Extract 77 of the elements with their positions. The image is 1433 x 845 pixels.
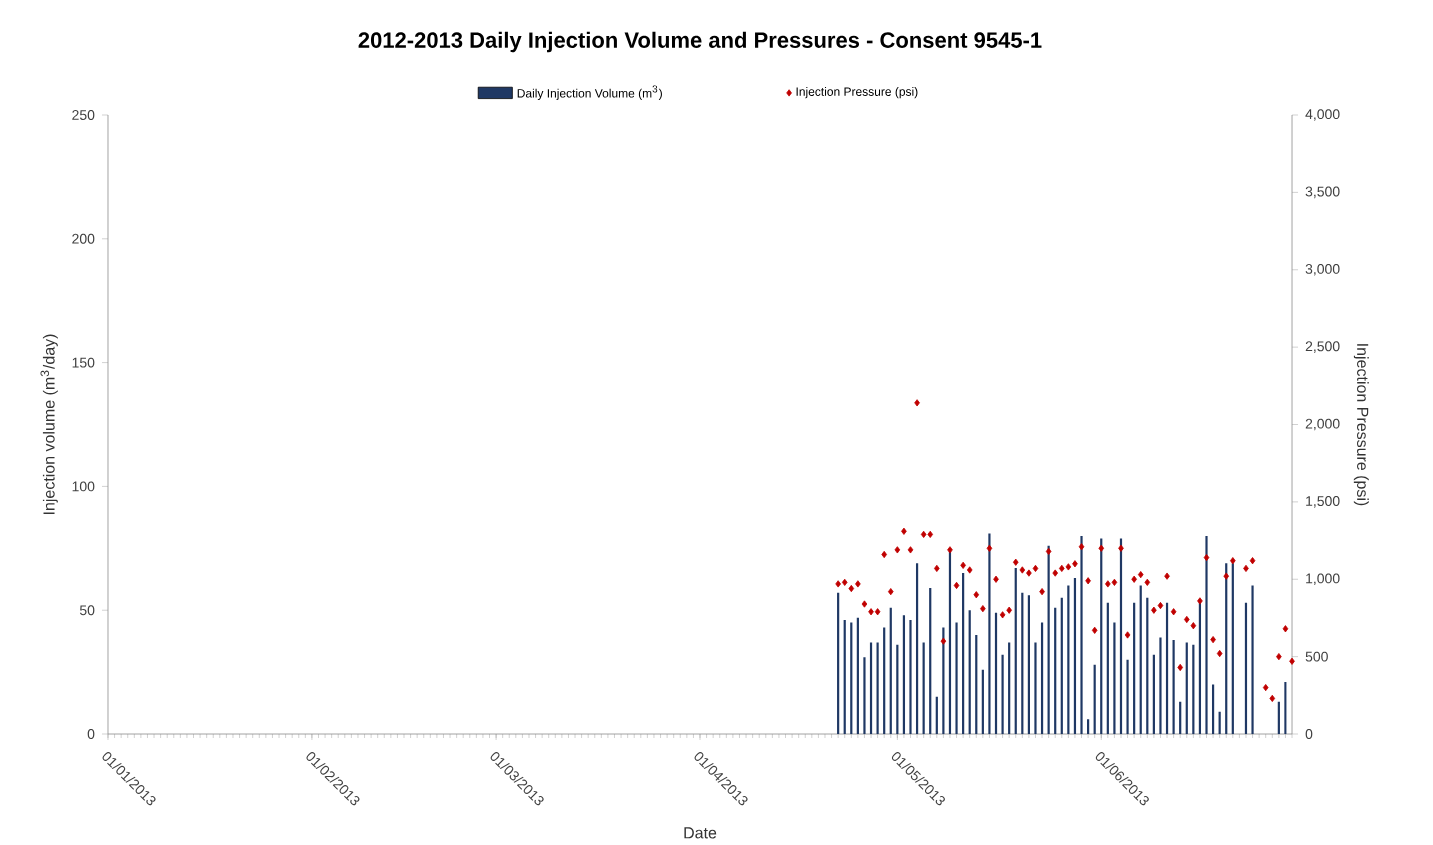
- bar: [889, 607, 892, 734]
- bar: [1172, 639, 1175, 734]
- bar: [1073, 577, 1077, 734]
- bar: [1008, 642, 1011, 734]
- y2-tick-label: 2,500: [1305, 341, 1340, 353]
- y-tick-label: 250: [72, 110, 95, 120]
- bar: [1146, 597, 1149, 734]
- bar: [994, 612, 998, 734]
- bar: [1027, 595, 1030, 734]
- bar: [843, 620, 846, 734]
- bar: [935, 696, 938, 734]
- bar: [1139, 585, 1142, 734]
- y2-tick-label: 500: [1305, 651, 1328, 662]
- bar: [1284, 681, 1287, 734]
- bar: [850, 622, 853, 734]
- bar: [975, 634, 978, 734]
- bar: [1034, 642, 1037, 734]
- y2-tick-label: 4,000: [1305, 109, 1340, 121]
- bar: [915, 563, 919, 734]
- bar: [856, 617, 859, 734]
- y2-tick-label: 3,500: [1305, 186, 1340, 199]
- bar: [909, 620, 912, 734]
- bar: [837, 592, 840, 734]
- bar: [1040, 622, 1044, 734]
- bar: [1179, 701, 1182, 734]
- bar: [1067, 585, 1070, 734]
- bar: [869, 642, 873, 734]
- bar: [988, 533, 991, 734]
- y-tick-label: 0: [87, 729, 95, 739]
- bar: [929, 587, 932, 734]
- bar: [883, 627, 886, 734]
- legend-label: Daily Injection Volume (m$^{3}$): [517, 85, 662, 100]
- y2-axis-title: Injection Pressure (psi): [1353, 344, 1369, 506]
- bar: [1244, 602, 1248, 734]
- bar: [1251, 585, 1254, 734]
- y-tick-label: 150: [72, 357, 95, 368]
- bar: [955, 622, 958, 734]
- y-tick-label: 200: [72, 233, 95, 244]
- bar: [1185, 642, 1188, 734]
- bar: [1106, 602, 1109, 734]
- y2-tick-label: 0: [1305, 729, 1313, 739]
- y-tick-label: 50: [79, 605, 95, 616]
- bar: [1165, 602, 1169, 734]
- y2-tick-label: 1,500: [1306, 496, 1340, 508]
- bar: [863, 657, 866, 734]
- bar: [896, 644, 899, 734]
- chart-title: 2012-2013 Daily Injection Volume and Pressures - Consent 9545-1: [358, 31, 1042, 53]
- bar: [968, 610, 971, 734]
- bar: [1205, 535, 1208, 734]
- legend-label: Injection Pressure (psi): [796, 86, 918, 99]
- bar: [1152, 654, 1155, 734]
- bar: [1113, 622, 1116, 734]
- bar: [1218, 711, 1221, 734]
- y-tick-label: 100: [72, 481, 95, 492]
- bar: [876, 642, 879, 734]
- bar: [1211, 684, 1215, 734]
- bar: [1093, 664, 1096, 734]
- bar: [1087, 719, 1090, 734]
- bar: [1277, 701, 1280, 734]
- y2-tick-label: 3,000: [1305, 263, 1340, 276]
- bar: [1133, 602, 1136, 734]
- bar: [1021, 592, 1024, 734]
- y-axis-title: Injection volume (m$^{3}$/day): [40, 334, 58, 514]
- y2-tick-label: 2,000: [1305, 418, 1340, 431]
- bar: [1001, 654, 1004, 734]
- bar: [902, 615, 906, 734]
- bar: [1060, 597, 1063, 734]
- bar: [962, 573, 965, 734]
- x-axis-title: Date: [684, 827, 717, 839]
- bar: [1126, 659, 1129, 734]
- bar: [922, 642, 925, 734]
- bar: [1080, 535, 1083, 734]
- bar: [1054, 607, 1057, 734]
- bar: [981, 669, 984, 734]
- bar: [1192, 644, 1195, 734]
- bar: [1159, 637, 1162, 734]
- y2-tick-label: 1,000: [1306, 573, 1340, 585]
